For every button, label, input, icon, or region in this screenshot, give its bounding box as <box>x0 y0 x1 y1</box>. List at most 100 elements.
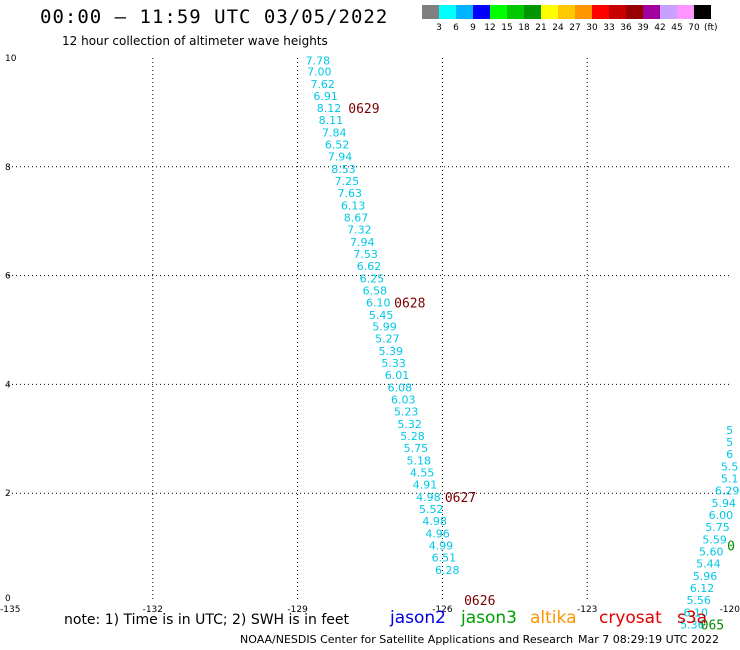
wave-height-value: 5 <box>726 436 733 449</box>
x-tick-label: -132 <box>143 605 163 615</box>
color-swatch <box>592 5 609 19</box>
wave-height-value: 6.12 <box>690 582 715 595</box>
wave-height-value: 8.53 <box>331 163 356 176</box>
color-scale-label: 21 <box>535 23 547 33</box>
wave-height-value: 5 <box>726 424 733 437</box>
wave-height-value: 4.55 <box>410 467 435 480</box>
satellite-label-jason2: jason2 <box>390 608 446 628</box>
color-scale-label: 30 <box>586 23 598 33</box>
wave-height-value: 5.33 <box>381 357 406 370</box>
wave-height-value: 6.58 <box>363 284 388 297</box>
wave-height-value: 8.12 <box>317 102 342 115</box>
wave-height-value: 4.98 <box>416 491 441 504</box>
wave-height-value: 5.45 <box>369 309 394 322</box>
x-tick-label: -129 <box>287 605 308 615</box>
wave-height-value: 6.01 <box>385 369 410 382</box>
color-swatch <box>439 5 456 19</box>
wave-height-value: 5.27 <box>375 333 400 346</box>
y-tick-label: 0 <box>5 594 11 604</box>
wave-height-value: 5.96 <box>693 570 718 583</box>
color-scale-label: 24 <box>552 23 564 33</box>
wave-height-value: 7.63 <box>337 187 362 200</box>
satellite-label-jason3: jason3 <box>461 608 517 628</box>
pass-time-label: 0629 <box>348 102 379 117</box>
color-scale-unit: (ft) <box>704 23 718 33</box>
page-subtitle: 12 hour collection of altimeter wave hei… <box>62 34 328 48</box>
color-scale-label: 6 <box>453 23 459 33</box>
wave-height-value: 7.53 <box>353 248 378 261</box>
wave-height-value: 6.29 <box>715 484 740 497</box>
wave-height-value: 4.96 <box>425 527 450 540</box>
satellite-label-cryosat: cryosat <box>599 608 662 628</box>
wave-height-value: 6.10 <box>684 606 709 619</box>
x-tick-label: -123 <box>577 605 597 615</box>
wave-height-value: 7.32 <box>347 223 372 236</box>
wave-height-value: 5.5 <box>721 461 739 474</box>
wave-height-value: 6.91 <box>313 90 338 103</box>
pass-time-label: 0 <box>727 539 735 554</box>
wave-height-value: 7.25 <box>335 175 360 188</box>
wave-height-value: 5.59 <box>702 533 727 546</box>
color-swatch <box>626 5 643 19</box>
y-tick-label: 2 <box>5 489 11 499</box>
wave-height-value: 5.28 <box>400 430 425 443</box>
wave-height-value: 7.94 <box>328 150 353 163</box>
note-text: note: 1) Time is in UTC; 2) SWH is in fe… <box>64 612 350 628</box>
wave-height-value: 7.78 <box>306 55 331 68</box>
y-tick-label: 10 <box>5 54 17 64</box>
wave-height-value: 8.11 <box>319 114 344 127</box>
wave-height-value: 5.60 <box>699 545 724 558</box>
wave-height-value: 6.28 <box>435 564 460 577</box>
wave-height-value: 6.51 <box>432 551 457 564</box>
color-swatch <box>422 5 439 19</box>
wave-height-value: 6.03 <box>391 394 416 407</box>
color-scale-label: 42 <box>654 23 666 33</box>
wave-height-value: 7.94 <box>350 236 375 249</box>
wave-height-value: 5.94 <box>712 497 737 510</box>
color-swatch <box>643 5 660 19</box>
color-swatch <box>677 5 694 19</box>
x-tick-label: -135 <box>0 605 20 615</box>
color-swatch <box>507 5 524 19</box>
color-swatch <box>558 5 575 19</box>
color-swatch <box>541 5 558 19</box>
color-swatch <box>524 5 541 19</box>
color-swatch <box>694 5 711 19</box>
color-scale-label: 12 <box>484 23 496 33</box>
satellite-label-s3a: s3a <box>677 608 708 628</box>
wave-height-value: 5.1 <box>721 473 739 486</box>
wave-height-value: 8.67 <box>344 211 369 224</box>
wave-height-value: 5.75 <box>404 442 429 455</box>
wave-height-value: 5.36 <box>680 618 705 631</box>
wave-height-value: 6.52 <box>325 138 350 151</box>
color-scale-label: 33 <box>603 23 615 33</box>
wave-height-value: 6.00 <box>709 509 734 522</box>
wave-height-value: 5.39 <box>379 345 404 358</box>
wave-height-value: 5.18 <box>406 455 431 468</box>
wave-height-value: 5.99 <box>372 321 397 334</box>
color-swatch <box>456 5 473 19</box>
color-swatch <box>660 5 677 19</box>
wave-height-value: 5.56 <box>686 594 711 607</box>
wave-height-value: 5.44 <box>696 557 721 570</box>
pass-time-label: 065 <box>701 618 724 633</box>
color-scale-label: 70 <box>688 23 700 33</box>
credit-text: NOAA/NESDIS Center for Satellite Applica… <box>240 633 574 646</box>
generated-timestamp: Mar 7 08:29:19 UTC 2022 <box>578 633 719 646</box>
color-scale-label: 18 <box>518 23 530 33</box>
x-tick-label: -120 <box>720 605 740 615</box>
y-tick-label: 4 <box>5 380 11 390</box>
wave-height-value: 6.62 <box>357 260 382 273</box>
wave-height-value: 5.75 <box>705 521 730 534</box>
color-scale-label: 3 <box>436 23 442 33</box>
x-tick-label: -126 <box>432 605 453 615</box>
wave-height-value: 7.00 <box>307 66 332 79</box>
wave-height-value: 7.62 <box>310 78 335 91</box>
color-swatch <box>490 5 507 19</box>
color-swatch <box>609 5 626 19</box>
wave-height-value: 4.99 <box>429 539 454 552</box>
color-swatch <box>575 5 592 19</box>
wave-height-value: 7.84 <box>322 127 347 140</box>
color-scale-label: 39 <box>637 23 649 33</box>
wave-height-value: 6.08 <box>388 382 413 395</box>
